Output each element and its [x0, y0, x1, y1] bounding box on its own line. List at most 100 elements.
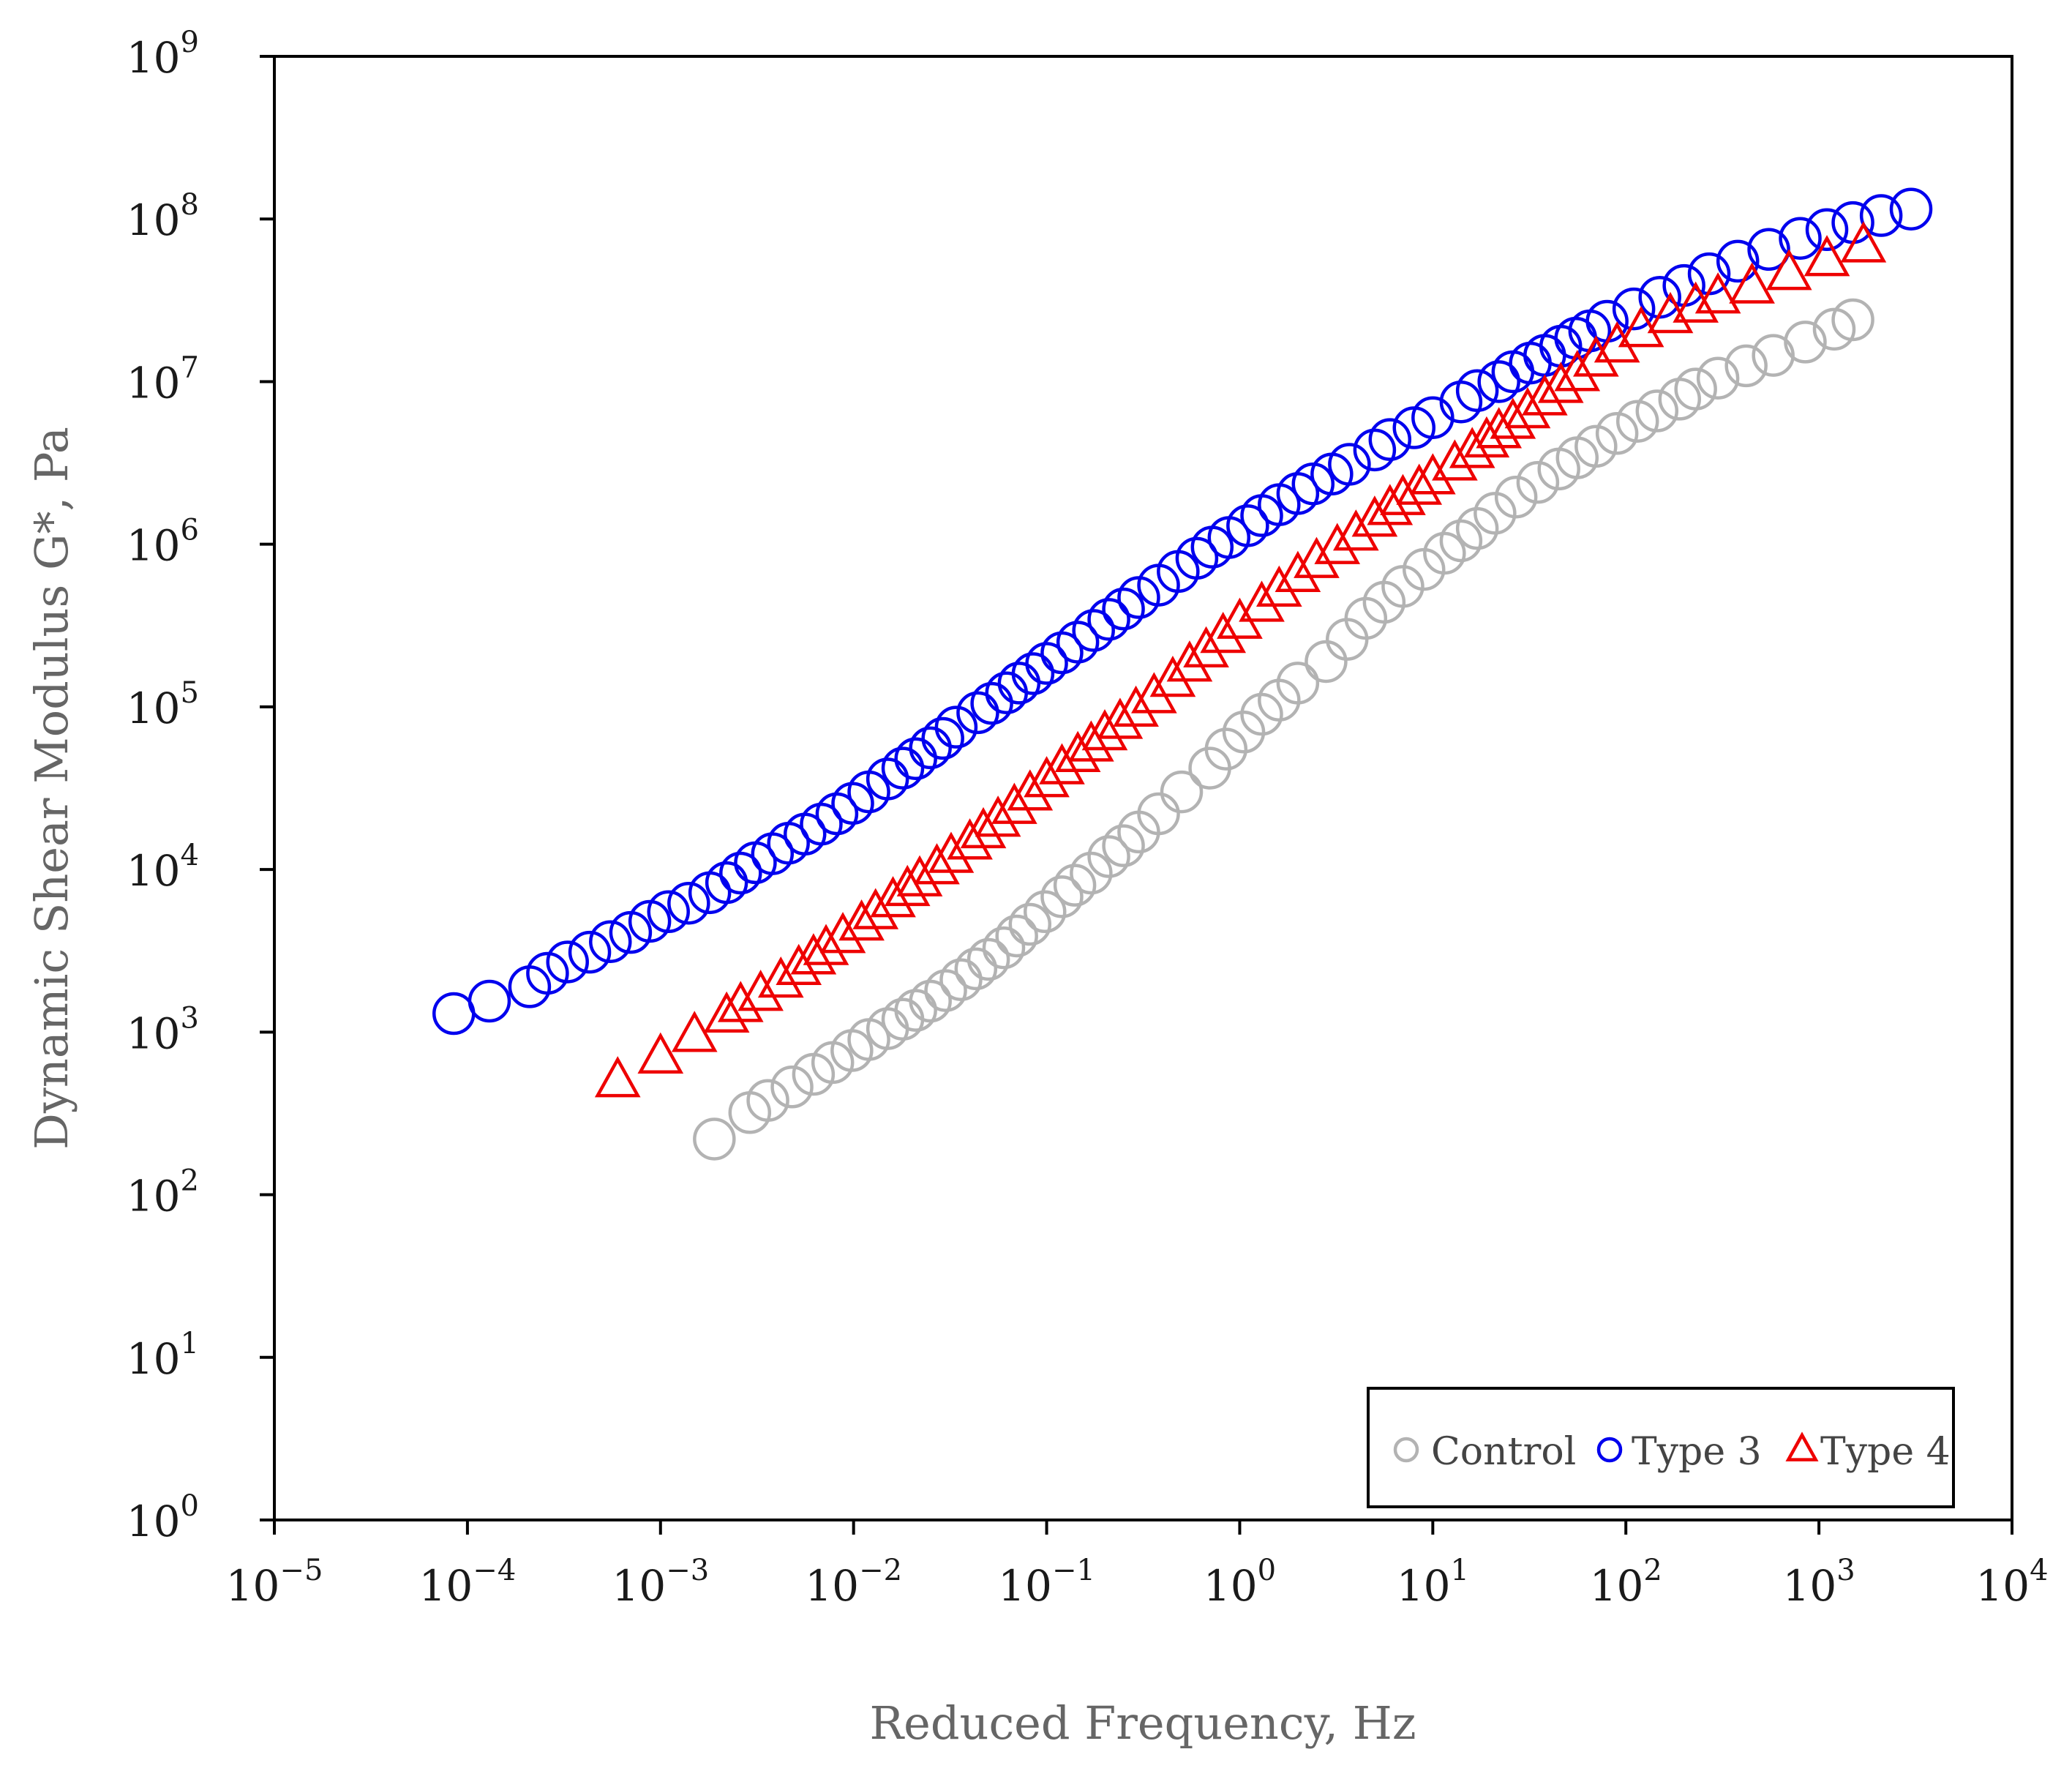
y-tick-label-base: 10	[127, 1008, 181, 1058]
data-point	[1024, 756, 1070, 798]
x-axis-title: Reduced Frequency, Hz	[869, 1696, 1416, 1750]
data-point	[1674, 367, 1717, 411]
data-point	[757, 956, 804, 998]
data-point	[1380, 473, 1426, 515]
data-point	[1149, 655, 1196, 697]
x-tick-label: 10−1	[998, 1554, 1095, 1611]
data-point	[1724, 344, 1768, 388]
data-point	[970, 681, 1013, 725]
data-point	[1007, 769, 1054, 811]
y-tick-label-exponent: 1	[181, 1327, 199, 1360]
y-tick-label-base: 10	[127, 1497, 181, 1546]
data-point	[954, 947, 998, 991]
data-point	[1070, 851, 1113, 895]
x-tick-label: 10−5	[226, 1554, 323, 1611]
data-point	[1716, 239, 1760, 283]
data-point	[1072, 609, 1115, 652]
data-point	[1054, 730, 1101, 772]
data-point	[1573, 335, 1619, 377]
data-point	[1396, 463, 1443, 505]
data-point	[1476, 407, 1523, 449]
x-tick-label-base: 10	[805, 1561, 859, 1611]
y-axis-title: Dynamic Shear Modulus G*, Pa	[25, 427, 78, 1150]
x-tick-label-base: 10	[418, 1561, 473, 1611]
data-point	[693, 1117, 736, 1161]
data-series-layer	[432, 187, 1933, 1161]
data-point	[1615, 400, 1659, 443]
legend-label-control: Control	[1431, 1430, 1576, 1474]
data-point	[1439, 519, 1483, 563]
y-tick-label: 109	[127, 26, 199, 83]
data-point	[1102, 824, 1145, 867]
data-point	[982, 926, 1026, 970]
data-point	[589, 920, 632, 963]
data-point	[1455, 369, 1499, 413]
data-point	[896, 855, 943, 896]
x-tick-label-exponent: −1	[1052, 1554, 1095, 1587]
data-point	[884, 864, 931, 907]
data-point	[956, 691, 999, 735]
data-point	[866, 757, 909, 801]
data-point	[1449, 427, 1495, 468]
x-tick-label-base: 10	[226, 1561, 280, 1611]
data-point	[852, 888, 899, 929]
data-point	[1314, 523, 1361, 564]
data-point	[1765, 249, 1812, 291]
data-point	[924, 969, 967, 1012]
data-point	[881, 746, 925, 790]
data-point	[1554, 350, 1601, 392]
x-tick-label-exponent: 3	[1836, 1554, 1855, 1587]
data-point	[1784, 321, 1827, 364]
y-tick-label-exponent: 8	[181, 188, 199, 222]
data-point	[1222, 711, 1266, 754]
data-point	[1056, 621, 1100, 664]
data-point	[1353, 428, 1397, 472]
x-tick-label: 100	[1204, 1554, 1276, 1611]
data-point	[1537, 362, 1584, 403]
x-tick-label-exponent: 4	[2030, 1554, 2048, 1587]
data-point	[1490, 397, 1536, 439]
x-tick-label-exponent: −4	[473, 1554, 516, 1587]
data-point	[1595, 412, 1639, 455]
legend-marker-control	[1393, 1437, 1419, 1463]
y-tick-label: 104	[127, 839, 199, 896]
data-point	[1504, 386, 1551, 429]
y-tick-label-exponent: 4	[181, 839, 199, 872]
legend-marker-type-3	[1596, 1437, 1623, 1463]
data-point	[770, 1066, 814, 1109]
data-point	[934, 705, 978, 749]
data-point	[1635, 389, 1679, 433]
y-tick-label-base: 10	[127, 1334, 181, 1384]
y-tick-label: 106	[127, 514, 199, 571]
data-point	[1574, 424, 1618, 468]
data-point	[790, 933, 837, 975]
data-point	[1779, 217, 1822, 260]
y-tick-label-base: 10	[127, 521, 181, 571]
data-point	[719, 851, 762, 895]
data-point	[647, 890, 690, 934]
data-point	[991, 782, 1037, 824]
data-point	[1102, 587, 1145, 631]
x-axis-ticks: 10−5 10−4 10−3 10−2 10−1 100 101 102 103 104	[226, 1520, 2049, 1611]
data-point	[909, 979, 952, 1023]
y-tick-label-base: 10	[127, 846, 181, 896]
data-point	[468, 979, 511, 1023]
data-point	[1494, 475, 1538, 519]
y-tick-label: 102	[127, 1164, 199, 1221]
data-point	[717, 981, 764, 1022]
y-tick-label-exponent: 6	[181, 514, 199, 547]
data-point	[819, 912, 866, 954]
y-tick-label-exponent: 2	[181, 1164, 199, 1198]
data-point	[1183, 626, 1229, 667]
x-tick-label-base: 10	[1975, 1561, 2030, 1611]
data-point	[1255, 565, 1302, 607]
data-point	[803, 924, 849, 965]
data-point	[1673, 281, 1719, 323]
data-point	[1594, 321, 1640, 363]
x-tick-label: 10−2	[805, 1554, 902, 1611]
x-tick-label: 102	[1590, 1554, 1662, 1611]
legend-box	[1367, 1387, 1955, 1508]
